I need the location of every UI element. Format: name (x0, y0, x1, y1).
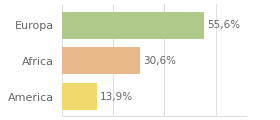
Bar (62, 83, 97, 110)
Text: 55,6%: 55,6% (207, 20, 240, 30)
Text: 30,6%: 30,6% (143, 56, 176, 66)
Bar (62, 12, 204, 39)
Text: 13,9%: 13,9% (100, 92, 133, 102)
Bar (62, 48, 140, 74)
